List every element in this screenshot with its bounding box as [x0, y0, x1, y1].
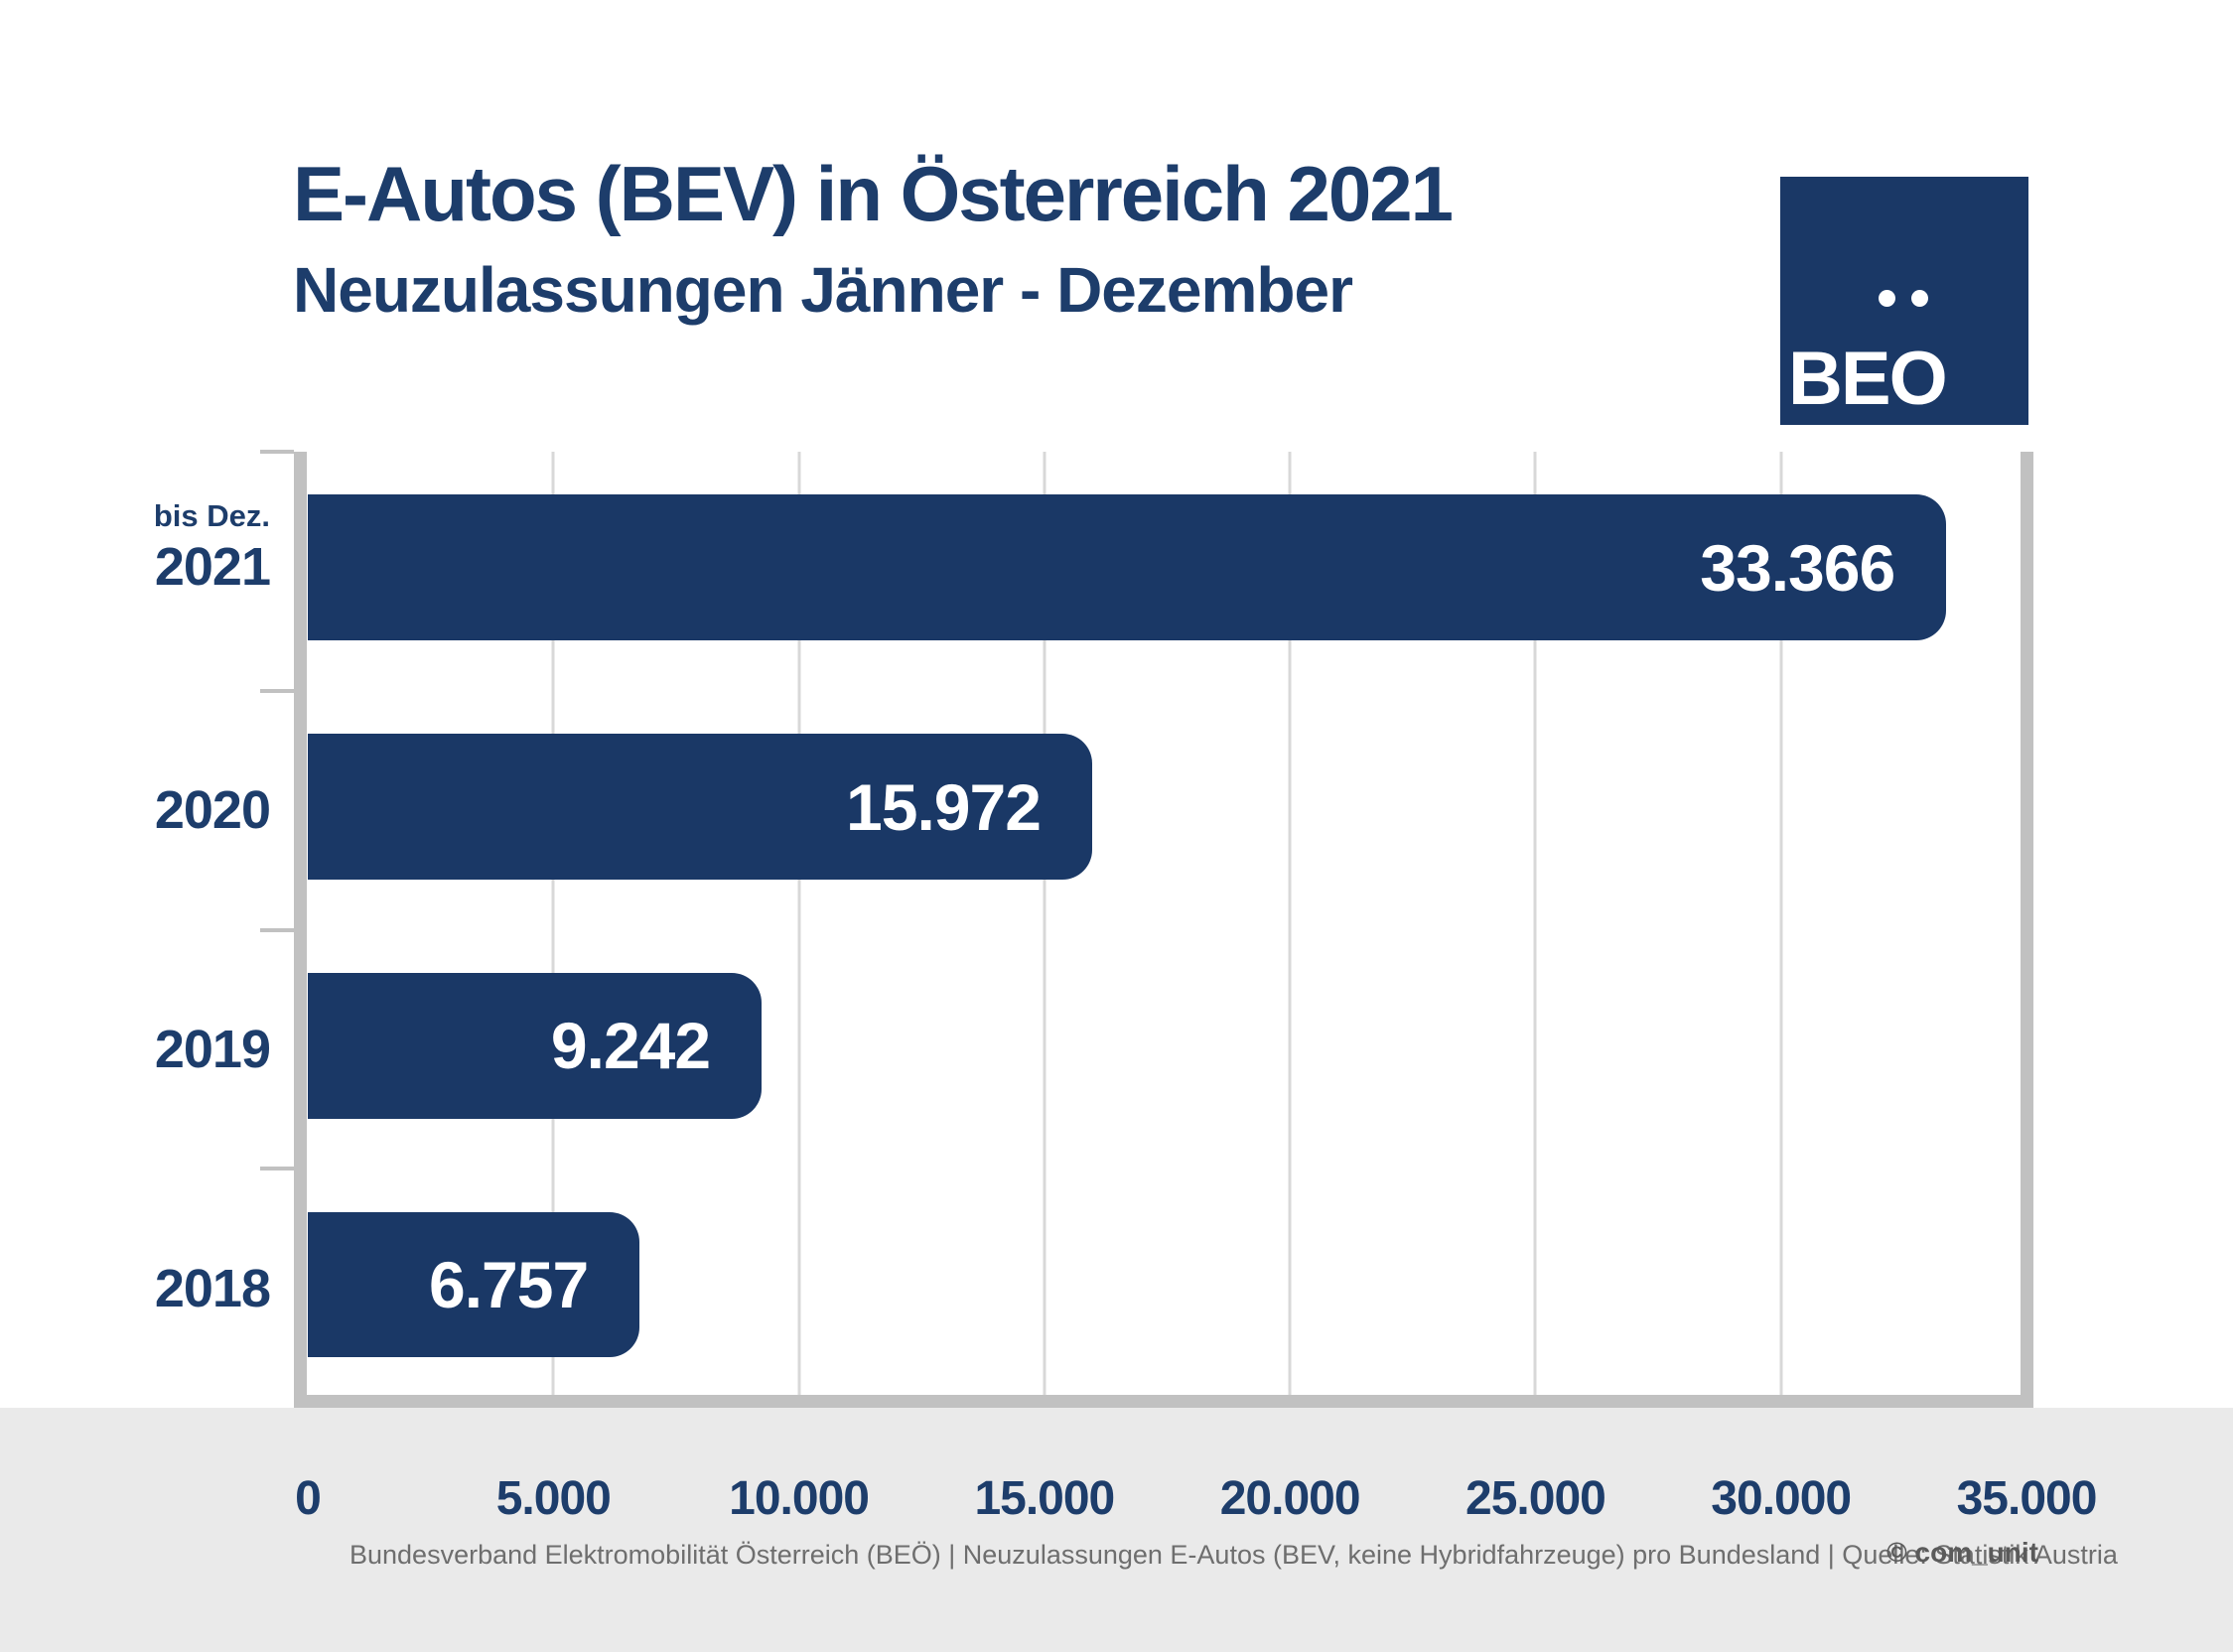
gridline	[1288, 452, 1292, 1395]
logo-dot-icon	[1879, 290, 1895, 307]
category-label: 2020	[60, 691, 271, 930]
bar: 9.242	[308, 972, 763, 1119]
category-tick	[260, 927, 294, 932]
x-axis-line	[294, 1395, 2033, 1408]
logo-text: BEO	[1788, 337, 1948, 421]
bar-value-label: 9.242	[550, 1009, 711, 1083]
y-axis-line	[294, 452, 307, 1408]
gridline	[551, 452, 555, 1395]
bar-value-label: 33.366	[1700, 530, 1895, 605]
x-axis-tick-label: 0	[295, 1472, 322, 1525]
x-axis-tick-label: 10.000	[729, 1472, 870, 1525]
bar-row: 15.972	[308, 691, 2026, 930]
chart-header: E-Autos (BEV) in Österreich 2021 Neuzula…	[293, 150, 1454, 326]
x-axis-tick-label: 35.000	[1956, 1472, 2098, 1525]
category-label: bis Dez. 2021	[60, 428, 271, 667]
source-text: Bundesverband Elektromobilität Österreic…	[349, 1540, 2118, 1570]
y-axis-category-labels: bis Dez. 2021 2020 2019 2018	[60, 452, 271, 1408]
x-axis-labels: 0 5.000 10.000 15.000 20.000 25.000 30.000 35.0…	[295, 1471, 2097, 1541]
category-year: 2020	[154, 780, 271, 841]
bar-value-label: 15.972	[846, 769, 1042, 844]
plot-right-border	[2021, 452, 2033, 1408]
gridline	[1533, 452, 1537, 1395]
bar-chart-plot-area: 33.366 15.972 9.242 6.757	[260, 450, 2033, 1424]
x-axis-tick-label: 20.000	[1219, 1472, 1361, 1525]
x-axis-tick-label: 25.000	[1465, 1472, 1606, 1525]
bar: 33.366	[308, 494, 1947, 641]
logo-dot-icon	[1911, 290, 1928, 307]
gridline	[797, 452, 801, 1395]
bar: 15.972	[308, 734, 1092, 880]
chart-subtitle: Neuzulassungen Jänner - Dezember	[293, 254, 1353, 326]
x-axis-tick-label: 5.000	[495, 1472, 612, 1525]
x-axis-tick-label: 30.000	[1711, 1472, 1852, 1525]
category-year: 2019	[154, 1019, 271, 1079]
category-tick	[260, 450, 294, 454]
category-prefix: bis Dez.	[153, 498, 270, 534]
chart-title: E-Autos (BEV) in Österreich 2021	[293, 150, 1454, 237]
bar-value-label: 6.757	[429, 1248, 589, 1321]
bar: 6.757	[308, 1211, 640, 1358]
bar-row: 33.366	[308, 452, 2026, 691]
category-year: 2021	[154, 537, 271, 598]
category-tick	[260, 688, 294, 693]
category-label: 2019	[60, 930, 271, 1170]
x-axis-tick-label: 15.000	[974, 1472, 1115, 1525]
gridline	[1779, 452, 1783, 1395]
beo-logo: BEO	[1780, 177, 2028, 425]
bar-row: 6.757	[308, 1169, 2026, 1408]
gridline	[1043, 452, 1047, 1395]
copyright-text: © com_unit	[1886, 1537, 2038, 1568]
category-year: 2018	[154, 1258, 271, 1318]
footer-band	[0, 1408, 2233, 1652]
category-label: 2018	[60, 1169, 271, 1408]
category-tick	[260, 1167, 294, 1171]
bar-row: 9.242	[308, 930, 2026, 1170]
